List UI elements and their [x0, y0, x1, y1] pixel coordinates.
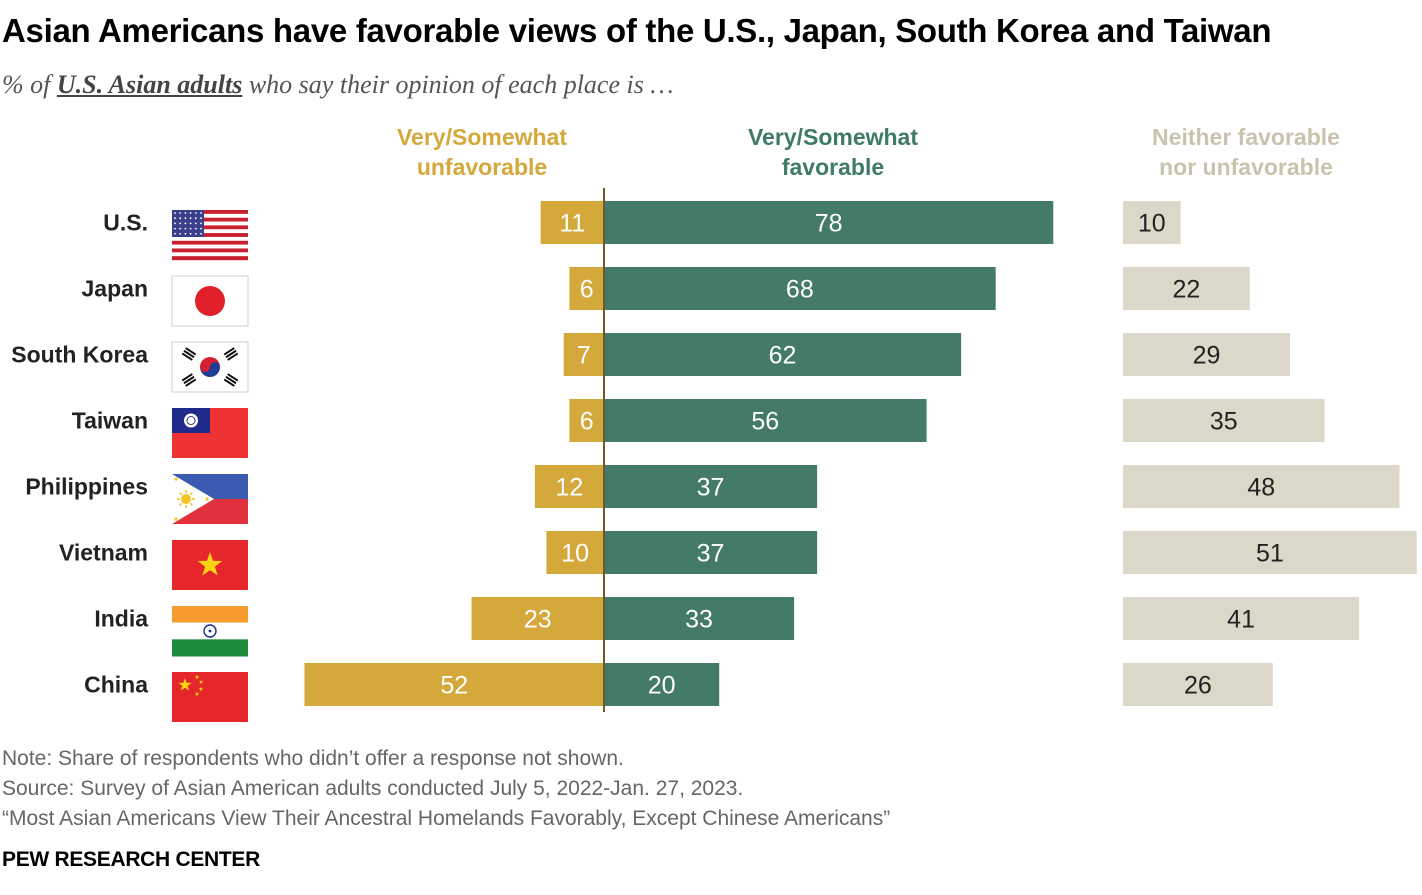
header-unfavorable: Very/Somewhat unfavorable [396, 124, 568, 180]
category-label: China [84, 672, 148, 698]
brand-logo-text: PEW RESEARCH CENTER [2, 848, 260, 871]
bar-unfavorable [471, 597, 604, 640]
data-label-unfavorable: 23 [524, 606, 552, 634]
source-text: Source: Survey of Asian American adults … [2, 777, 744, 800]
bar-unfavorable [546, 531, 604, 574]
bar-unfavorable [569, 399, 604, 442]
subtitle-suffix: who say their opinion of each place is … [242, 70, 674, 99]
data-label-favorable: 56 [751, 408, 779, 436]
data-label-unfavorable: 10 [561, 540, 589, 568]
data-label-unfavorable: 52 [440, 672, 468, 700]
bar-favorable [604, 399, 927, 442]
data-label-neither: 22 [1172, 276, 1200, 304]
category-label: India [94, 606, 148, 632]
bar-unfavorable [534, 465, 604, 508]
category-label: South Korea [11, 342, 148, 368]
data-label-favorable: 37 [697, 474, 725, 502]
bar-neither [1123, 465, 1400, 508]
bar-favorable [604, 531, 818, 574]
bar-unfavorable [304, 663, 604, 706]
header-favorable: Very/Somewhat favorable [747, 124, 919, 180]
india-flag-icon [172, 606, 248, 657]
category-label: Vietnam [59, 540, 148, 566]
category-label: Taiwan [72, 408, 148, 434]
category-label: U.S. [103, 210, 148, 236]
bar-neither [1123, 267, 1250, 310]
bar-neither [1123, 333, 1291, 376]
data-label-favorable: 68 [786, 276, 814, 304]
data-label-unfavorable: 6 [580, 276, 594, 304]
bar-favorable [604, 201, 1054, 244]
data-label-neither: 41 [1227, 606, 1255, 634]
data-label-neither: 35 [1210, 408, 1238, 436]
category-label: Philippines [25, 474, 148, 500]
data-label-neither: 29 [1193, 342, 1221, 370]
data-label-unfavorable: 7 [577, 342, 591, 370]
vietnam-flag-icon [172, 540, 248, 590]
us-flag-icon [172, 210, 248, 261]
data-label-neither: 51 [1256, 540, 1284, 568]
bar-neither [1123, 201, 1181, 244]
bar-neither [1123, 531, 1417, 574]
report-title-text: “Most Asian Americans View Their Ancestr… [2, 807, 891, 830]
south-korea-flag-icon [171, 341, 249, 393]
japan-flag-icon [171, 275, 249, 327]
subtitle-emphasis-link[interactable]: U.S. Asian adults [56, 70, 243, 99]
data-label-favorable: 37 [697, 540, 725, 568]
data-label-neither: 10 [1138, 210, 1166, 238]
bar-neither [1123, 597, 1360, 640]
data-label-favorable: 33 [685, 606, 713, 634]
bar-favorable [604, 597, 795, 640]
data-label-favorable: 20 [648, 672, 676, 700]
bar-unfavorable [569, 267, 604, 310]
bar-favorable [604, 465, 818, 508]
header-neither: Neither favorable nor unfavorable [1152, 124, 1340, 180]
data-label-neither: 26 [1184, 672, 1212, 700]
bar-favorable [604, 267, 996, 310]
bar-neither [1123, 399, 1325, 442]
chart-title: Asian Americans have favorable views of … [2, 12, 1272, 49]
taiwan-flag-icon [172, 408, 248, 458]
notes-block: Note: Share of respondents who didn’t of… [2, 744, 890, 834]
bar-unfavorable [540, 201, 604, 244]
bar-neither [1123, 663, 1273, 706]
category-label: Japan [82, 276, 148, 302]
philippines-flag-icon [172, 474, 248, 524]
bar-favorable [604, 333, 962, 376]
note-text: Note: Share of respondents who didn’t of… [2, 747, 624, 770]
bar-unfavorable [563, 333, 604, 376]
subtitle-prefix: % of [2, 70, 57, 99]
china-flag-icon [172, 672, 248, 722]
data-label-unfavorable: 12 [556, 474, 584, 502]
bar-favorable [604, 663, 720, 706]
data-label-neither: 48 [1247, 474, 1275, 502]
chart-subtitle: % of U.S. Asian adults who say their opi… [2, 70, 673, 100]
data-label-favorable: 78 [815, 210, 843, 238]
data-label-unfavorable: 6 [580, 408, 594, 436]
data-label-unfavorable: 11 [559, 210, 585, 238]
data-label-favorable: 62 [769, 342, 797, 370]
